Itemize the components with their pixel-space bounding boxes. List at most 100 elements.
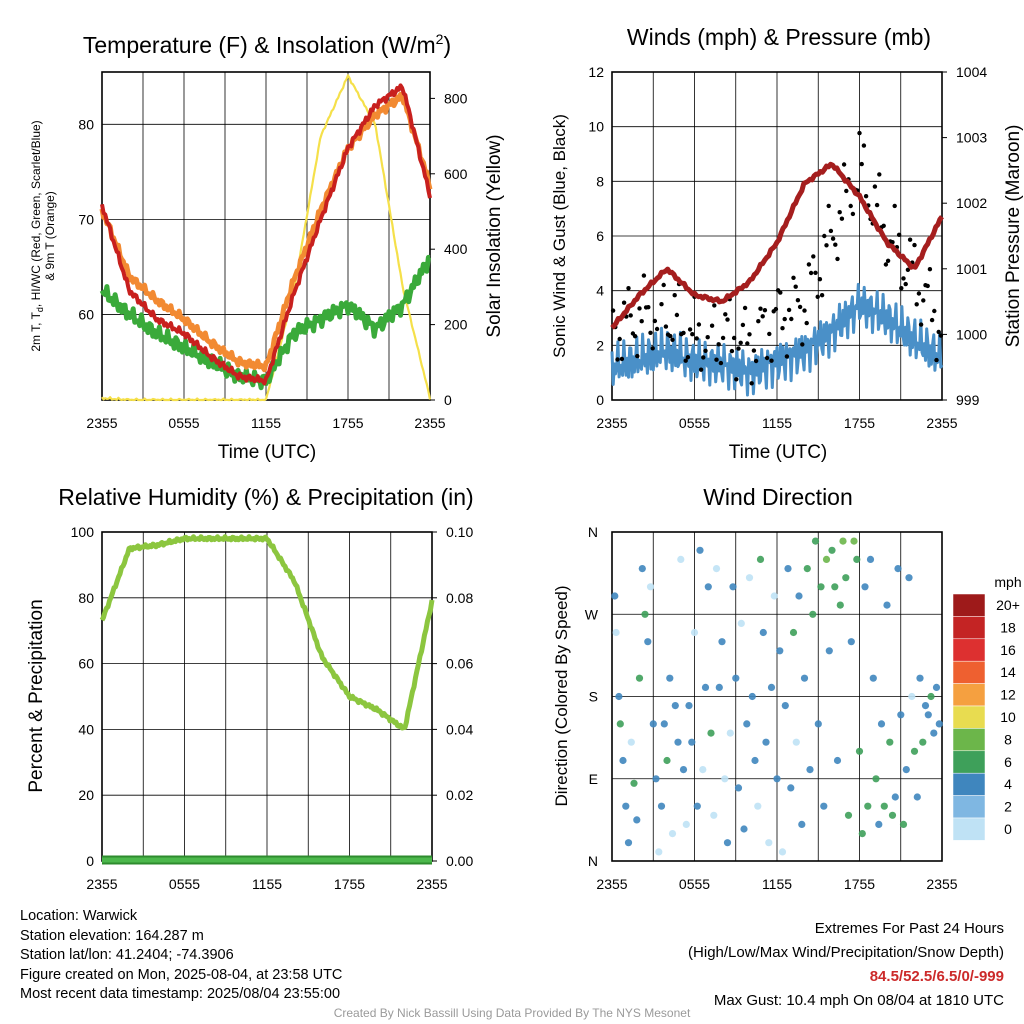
direction-point xyxy=(789,628,798,637)
direction-point xyxy=(745,574,754,582)
gust-point xyxy=(826,203,831,209)
gust-point xyxy=(654,326,660,332)
direction-point xyxy=(894,565,902,573)
y-tick-label: 0 xyxy=(86,853,94,869)
gust-point xyxy=(698,367,704,372)
gust-point xyxy=(877,172,882,177)
x-tick-label: 1755 xyxy=(334,876,365,892)
legend-label: 0 xyxy=(1004,821,1012,837)
legend-swatch xyxy=(952,638,986,662)
gust-point xyxy=(907,237,913,242)
direction-point xyxy=(927,692,935,701)
gust-point xyxy=(817,277,823,282)
direction-point xyxy=(787,784,795,792)
gust-point xyxy=(712,303,717,308)
direction-point xyxy=(663,756,671,765)
x-tick-label: 1155 xyxy=(252,876,282,892)
y2-tick-label: 1000 xyxy=(956,326,987,342)
direction-point xyxy=(877,720,886,728)
direction-point xyxy=(861,583,869,591)
x-tick-label: 2355 xyxy=(926,415,957,431)
direction-point xyxy=(759,628,767,637)
x-tick-label: 2355 xyxy=(86,876,117,892)
direction-point xyxy=(612,628,620,637)
temperature-left-ylabel: 2m T, Td, HI/WC (Red, Green, Scarlet/Blu… xyxy=(29,120,57,351)
y-tick-label: 60 xyxy=(78,306,94,322)
direction-point xyxy=(622,802,630,810)
gust-point xyxy=(925,283,930,289)
direction-point xyxy=(710,811,718,819)
gust-point xyxy=(844,188,849,194)
y-tick-label: S xyxy=(589,689,598,705)
direction-point xyxy=(644,638,652,646)
gust-point xyxy=(738,340,743,345)
x-tick-label: 1755 xyxy=(844,415,875,431)
series-pressure xyxy=(610,161,944,330)
series-sonic_wind xyxy=(610,282,944,397)
direction-point xyxy=(707,729,715,737)
direction-point xyxy=(646,583,655,591)
gust-point xyxy=(639,319,644,324)
direction-point xyxy=(858,830,866,838)
direction-title: Wind Direction xyxy=(703,484,853,510)
speed-legend-title: mph xyxy=(994,574,1021,590)
gust-point xyxy=(709,323,715,328)
y2-tick-label: 1001 xyxy=(956,261,987,277)
direction-point xyxy=(696,546,704,554)
gust-point xyxy=(756,319,761,324)
x-tick-label: 1755 xyxy=(332,415,363,431)
winds-panel: Winds (mph) & Pressure (mb) Sonic Wind &… xyxy=(550,24,1024,463)
direction-point xyxy=(685,702,693,710)
y2-tick-label: 0 xyxy=(444,392,452,408)
direction-point xyxy=(627,738,635,746)
gust-point xyxy=(932,308,937,314)
y2-tick-label: 800 xyxy=(444,90,468,106)
direction-point xyxy=(850,537,858,545)
gust-point xyxy=(806,262,812,267)
extremes-values: 84.5/52.5/6.5/0/-999 xyxy=(869,968,1004,985)
legend-label: 14 xyxy=(1000,664,1016,680)
direction-point xyxy=(803,565,811,573)
y2-tick-label: 400 xyxy=(444,241,468,257)
direction-point xyxy=(910,747,919,755)
direction-point xyxy=(828,546,836,554)
y-tick-label: 0 xyxy=(596,392,604,408)
direction-point xyxy=(693,802,701,810)
legend-swatch xyxy=(952,772,986,796)
direction-point xyxy=(809,610,817,618)
winds-right-ylabel: Station Pressure (Maroon) xyxy=(1003,125,1024,348)
gust-point xyxy=(789,316,794,322)
direction-point xyxy=(866,555,875,564)
temperature-title: Temperature (F) & Insolation (W/m2) xyxy=(83,31,451,58)
gust-point xyxy=(918,322,924,327)
direction-left-ylabel: Direction (Colored By Speed) xyxy=(552,585,571,806)
gust-point xyxy=(725,317,730,322)
gust-point xyxy=(892,203,897,209)
gust-point xyxy=(934,357,939,363)
direction-point xyxy=(668,830,677,838)
x-tick-label: 2355 xyxy=(86,415,117,431)
gust-point xyxy=(936,329,941,335)
y2-tick-label: 0.04 xyxy=(446,721,473,737)
direction-point xyxy=(833,756,842,765)
direction-point xyxy=(853,555,861,564)
direction-point xyxy=(762,738,770,746)
direction-point xyxy=(820,802,828,810)
temperature-right-ylabel: Solar Insolation (Yellow) xyxy=(484,134,505,337)
direction-point xyxy=(891,793,899,801)
direction-point xyxy=(869,674,877,682)
gust-point xyxy=(773,306,779,312)
figure-created: Figure created on Mon, 2025-08-04, at 23… xyxy=(20,966,343,983)
winds-xlabel: Time (UTC) xyxy=(729,442,828,463)
gust-point xyxy=(683,358,688,363)
direction-point xyxy=(883,601,891,609)
gust-point xyxy=(903,281,908,287)
gust-point xyxy=(742,305,748,311)
gust-point xyxy=(881,223,886,228)
gust-point xyxy=(749,381,754,386)
gust-point xyxy=(747,332,752,337)
y2-tick-label: 0.10 xyxy=(446,524,473,540)
direction-point xyxy=(770,592,778,600)
direction-point xyxy=(836,601,844,609)
gust-point xyxy=(885,258,891,263)
